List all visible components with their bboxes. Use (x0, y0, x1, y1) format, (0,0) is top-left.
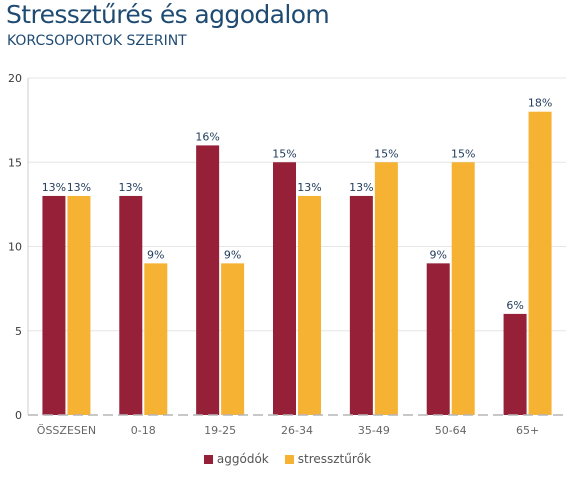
data-label: 15% (374, 147, 398, 160)
data-label: 13% (349, 181, 373, 194)
chart-title: Stressztűrés és aggodalom (6, 0, 330, 29)
legend-label-stressztürok: stressztűrők (297, 452, 372, 466)
bar-aggodok (426, 263, 450, 415)
bar-stressztürok (374, 162, 398, 415)
grid-lines (28, 77, 566, 332)
x-tick-label: 50-64 (435, 424, 467, 437)
data-label: 18% (528, 97, 552, 110)
x-tick-label: 35-49 (358, 424, 390, 437)
data-label: 6% (506, 299, 523, 312)
bar-stressztürok (451, 162, 475, 415)
bar-aggodok (42, 195, 66, 415)
bar-stressztürok (144, 263, 168, 415)
bar-stressztürok (221, 263, 245, 415)
data-label: 13% (119, 181, 143, 194)
legend: aggódók stressztűrők (0, 452, 575, 466)
data-label: 9% (429, 248, 446, 261)
data-label: 13% (42, 181, 66, 194)
y-tick-label: 15 (8, 156, 22, 169)
data-label: 13% (297, 181, 321, 194)
legend-item-stressztürok: stressztűrők (284, 452, 372, 466)
legend-label-aggodok: aggódók (216, 452, 269, 466)
bar-stressztürok (528, 111, 552, 415)
x-axis: ÖSSZESEN 0-18 19-25 26-34 35-49 50-64 65+ (28, 414, 566, 437)
legend-item-aggodok: aggódók (203, 452, 269, 466)
y-tick-label: 5 (15, 325, 22, 338)
x-tick-label: ÖSSZESEN (37, 424, 96, 437)
data-label: 9% (147, 248, 164, 261)
data-label: 15% (451, 147, 475, 160)
bar-stressztürok (298, 195, 321, 415)
bar-aggodok (503, 313, 527, 415)
bar-aggodok (273, 162, 296, 415)
data-label: 13% (67, 181, 91, 194)
data-labels: 13% 13% 13%9%16%9%15%13% 13%15%9%15%6%18% (42, 97, 553, 312)
x-tick-label: 65+ (516, 424, 539, 437)
data-label: 9% (224, 248, 241, 261)
legend-swatch-aggodok (203, 454, 213, 464)
x-tick-label: 0-18 (131, 424, 156, 437)
y-axis: 0 5 10 15 20 (8, 72, 29, 422)
data-label: 16% (195, 130, 219, 143)
bar-aggodok (196, 145, 220, 415)
chart-subtitle: KORCSOPORTOK SZERINT (7, 33, 187, 49)
y-tick-label: 0 (15, 409, 22, 422)
y-tick-label: 10 (8, 241, 22, 254)
bars (42, 111, 552, 415)
bar-aggodok (119, 195, 143, 415)
y-tick-label: 20 (8, 72, 22, 85)
bar-aggodok (349, 195, 373, 415)
bar-stressztürok (67, 195, 91, 415)
x-tick-label: 26-34 (281, 424, 313, 437)
x-tick-label: 19-25 (204, 424, 236, 437)
legend-swatch-stressztürok (284, 454, 294, 464)
data-label: 15% (272, 147, 296, 160)
